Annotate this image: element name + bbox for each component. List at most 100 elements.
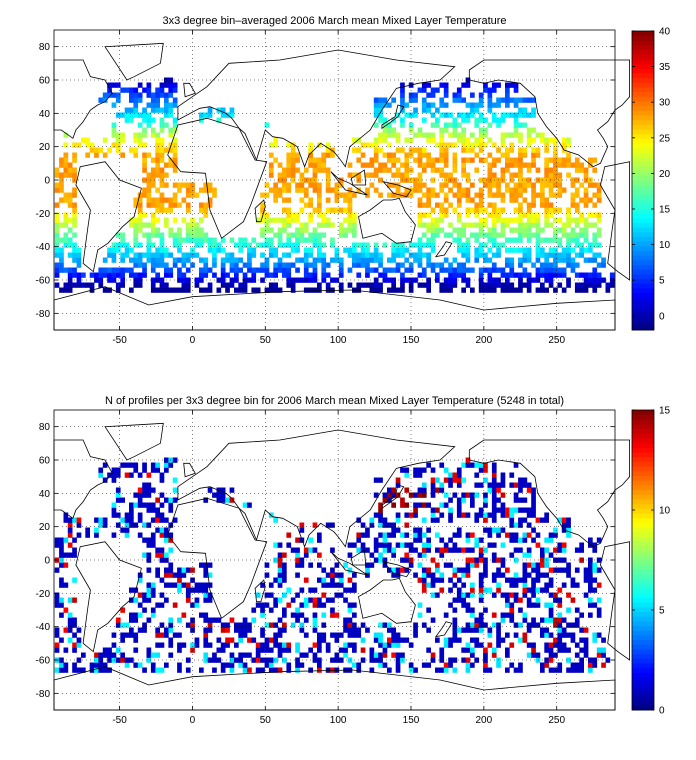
data-bin bbox=[596, 597, 602, 603]
data-bin bbox=[544, 257, 549, 263]
data-bin bbox=[487, 97, 493, 103]
data-bin bbox=[452, 567, 458, 573]
data-bin bbox=[378, 502, 383, 508]
data-bin bbox=[526, 627, 532, 633]
data-bin bbox=[155, 642, 160, 648]
data-bin bbox=[426, 202, 431, 208]
data-bin bbox=[478, 247, 484, 253]
data-bin bbox=[430, 112, 436, 118]
data-bin bbox=[129, 147, 134, 153]
data-bin bbox=[509, 662, 515, 668]
data-bin bbox=[67, 517, 73, 523]
data-bin bbox=[356, 537, 362, 543]
data-bin bbox=[67, 617, 73, 623]
data-bin bbox=[570, 177, 576, 183]
data-bin bbox=[417, 87, 423, 93]
data-bin bbox=[67, 522, 73, 528]
data-bin bbox=[400, 102, 405, 108]
data-bin bbox=[579, 162, 584, 168]
data-bin bbox=[557, 642, 563, 648]
data-bin bbox=[356, 272, 362, 278]
data-bin bbox=[330, 257, 335, 263]
data-bin bbox=[255, 267, 261, 273]
data-bin bbox=[478, 127, 484, 133]
data-bin bbox=[518, 477, 523, 483]
data-bin bbox=[395, 567, 401, 573]
data-bin bbox=[378, 507, 383, 513]
data-bin bbox=[417, 272, 423, 278]
data-bin bbox=[177, 227, 182, 233]
colorbar-segment bbox=[632, 639, 654, 645]
data-bin bbox=[456, 92, 462, 98]
data-bin bbox=[352, 242, 357, 248]
data-bin bbox=[421, 482, 427, 488]
data-bin bbox=[456, 507, 462, 513]
data-bin bbox=[268, 657, 274, 663]
data-bin bbox=[142, 107, 147, 113]
data-bin bbox=[94, 272, 99, 278]
data-bin bbox=[452, 582, 458, 588]
data-bin bbox=[164, 287, 169, 293]
data-bin bbox=[295, 657, 300, 663]
coastline-5 bbox=[599, 161, 630, 281]
data-bin bbox=[478, 202, 484, 208]
data-bin bbox=[63, 667, 69, 673]
data-bin bbox=[461, 192, 466, 198]
data-bin bbox=[325, 197, 331, 203]
data-bin bbox=[137, 602, 143, 608]
colorbar-segment bbox=[632, 213, 654, 219]
data-bin bbox=[496, 282, 501, 288]
data-bin bbox=[137, 227, 143, 233]
data-bin bbox=[452, 622, 458, 628]
data-bin bbox=[518, 122, 523, 128]
data-bin bbox=[107, 87, 112, 93]
data-bin bbox=[111, 242, 117, 248]
data-bin bbox=[150, 202, 156, 208]
data-bin bbox=[155, 187, 160, 193]
data-bin bbox=[509, 512, 515, 518]
data-bin bbox=[491, 87, 497, 93]
data-bin bbox=[356, 662, 362, 668]
data-bin bbox=[439, 202, 445, 208]
data-bin bbox=[574, 222, 580, 228]
data-bin bbox=[172, 142, 178, 148]
data-bin bbox=[133, 467, 139, 473]
data-bin bbox=[308, 272, 313, 278]
data-bin bbox=[155, 547, 160, 553]
data-bin bbox=[601, 647, 606, 653]
data-bin bbox=[465, 492, 471, 498]
data-bin bbox=[522, 567, 528, 573]
data-bin bbox=[212, 492, 217, 498]
data-bin bbox=[518, 547, 523, 553]
data-bin bbox=[102, 152, 108, 158]
data-bin bbox=[312, 267, 318, 273]
data-bin bbox=[177, 232, 182, 238]
data-bin bbox=[290, 172, 296, 178]
data-bin bbox=[317, 222, 322, 228]
data-bin bbox=[207, 202, 213, 208]
data-bin bbox=[124, 242, 130, 248]
data-bin bbox=[553, 227, 558, 233]
data-bin bbox=[588, 247, 593, 253]
data-bin bbox=[207, 642, 213, 648]
data-bin bbox=[59, 247, 64, 253]
data-bin bbox=[203, 232, 209, 238]
data-bin bbox=[435, 202, 440, 208]
data-bin bbox=[404, 192, 410, 198]
data-bin bbox=[220, 267, 226, 273]
data-bin bbox=[303, 167, 309, 173]
data-bin bbox=[373, 287, 379, 293]
data-bin bbox=[164, 267, 169, 273]
data-bin bbox=[164, 247, 169, 253]
data-bin bbox=[282, 172, 287, 178]
data-bin bbox=[443, 267, 449, 273]
colorbar-segment bbox=[632, 606, 654, 612]
data-bin bbox=[513, 522, 519, 528]
data-bin bbox=[408, 92, 414, 98]
data-bin bbox=[203, 597, 209, 603]
data-bin bbox=[334, 247, 340, 253]
data-bin bbox=[59, 252, 64, 258]
data-bin bbox=[378, 117, 383, 123]
data-bin bbox=[526, 177, 532, 183]
data-bin bbox=[505, 157, 510, 163]
